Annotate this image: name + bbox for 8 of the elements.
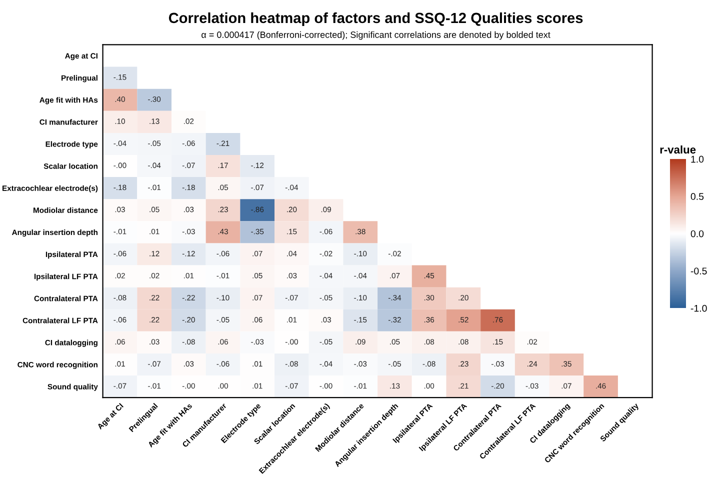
color-bar-label: -0.5 bbox=[690, 268, 707, 274]
chart-title: Correlation heatmap of factors and SSQ-12 Qualities scores bbox=[168, 12, 583, 26]
color-bar-label: -1.0 bbox=[690, 304, 707, 312]
color-bar-label: 0.5 bbox=[690, 193, 704, 200]
color-bar-title: r-value bbox=[660, 145, 696, 154]
color-bar-label: 1.0 bbox=[691, 156, 704, 163]
color-bar-label: 0.0 bbox=[690, 230, 704, 238]
chart-subtitle: α = 0.000417 (Bonferroni-corrected); Significant correlations are denoted by bolded text bbox=[202, 31, 550, 40]
